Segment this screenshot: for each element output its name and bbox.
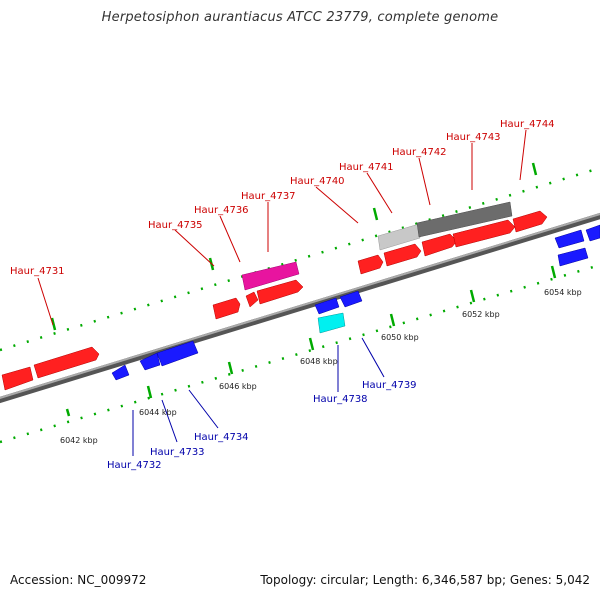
gene-arrow-haur-4733[interactable] <box>139 352 161 371</box>
gene-arrow-haur-4737[interactable] <box>256 279 304 305</box>
gene-arrow[interactable] <box>557 247 589 267</box>
gene-arrow-haur-4742[interactable] <box>421 233 458 257</box>
gene-label[interactable]: Haur_4737 <box>241 191 296 202</box>
gene-label[interactable]: Haur_4741 <box>339 162 394 173</box>
gene-arrow[interactable] <box>554 229 585 249</box>
tick-mark-lower <box>65 408 71 417</box>
gene-arrow-haur-4738[interactable] <box>317 312 346 334</box>
track-tick-marks <box>50 162 557 417</box>
tick-mark-lower <box>389 313 396 327</box>
tick-label: 6048 kbp <box>300 357 338 366</box>
reverse-label-connectors <box>132 337 385 456</box>
tick-label: 6046 kbp <box>219 382 257 391</box>
gene-arrow-pink[interactable] <box>241 261 300 291</box>
gene-label[interactable]: Haur_4735 <box>148 220 203 231</box>
gene-arrow[interactable] <box>33 346 100 379</box>
tick-label: 6052 kbp <box>462 310 500 319</box>
forward-label-connectors <box>37 129 527 326</box>
forward-dotted-track <box>0 166 600 352</box>
gene-arrow-haur-4734[interactable] <box>156 340 199 367</box>
gene-arrow-grey-dark[interactable] <box>416 201 513 238</box>
tick-label: 6044 kbp <box>139 408 177 417</box>
page-title: Herpetosiphon aurantiacus ATCC 23779, co… <box>101 10 499 25</box>
gene-label[interactable]: Haur_4742 <box>392 147 447 158</box>
scale-tick-labels: 6042 kbp 6044 kbp 6046 kbp 6048 kbp 6050… <box>60 288 582 445</box>
accession-text: Accession: NC_009972 <box>10 573 147 587</box>
gene-arrow-grey-light[interactable] <box>377 223 421 251</box>
genome-summary-text: Topology: circular; Length: 6,346,587 bp… <box>260 573 590 587</box>
gene-label[interactable]: Haur_4736 <box>194 205 249 216</box>
gene-label[interactable]: Haur_4738 <box>313 394 368 405</box>
tick-mark-lower <box>146 385 153 399</box>
tick-mark-upper <box>372 207 379 221</box>
gene-label[interactable]: Haur_4739 <box>362 380 417 391</box>
gene-arrow[interactable] <box>585 224 600 242</box>
tick-mark-upper <box>50 317 57 331</box>
gene-label[interactable]: Haur_4731 <box>10 266 65 277</box>
forward-gene-arrows <box>1 210 548 391</box>
gene-arrow-haur-4731[interactable] <box>1 366 34 391</box>
tick-label: 6042 kbp <box>60 436 98 445</box>
gene-label[interactable]: Haur_4732 <box>107 460 162 471</box>
forward-gene-labels: Haur_4731 Haur_4735 Haur_4736 Haur_4737 … <box>10 119 555 277</box>
reverse-gene-labels: Haur_4732 Haur_4733 Haur_4734 Haur_4738 … <box>107 380 417 471</box>
reverse-gene-arrows <box>111 224 600 381</box>
gene-label[interactable]: Haur_4733 <box>150 447 205 458</box>
tick-mark-upper <box>531 162 538 176</box>
gene-label[interactable]: Haur_4743 <box>446 132 501 143</box>
gene-arrow-haur-4744[interactable] <box>512 210 548 233</box>
gene-arrow-haur-4741[interactable] <box>383 243 422 267</box>
gene-label[interactable]: Haur_4744 <box>500 119 555 130</box>
gene-arrow-haur-4740[interactable] <box>357 254 384 275</box>
gene-arrow-haur-4743[interactable] <box>452 219 516 248</box>
tick-mark-lower <box>469 289 476 303</box>
tick-mark-lower <box>308 337 315 351</box>
gene-label[interactable]: Haur_4734 <box>194 432 249 443</box>
tick-label: 6050 kbp <box>381 333 419 342</box>
tick-label: 6054 kbp <box>544 288 582 297</box>
tick-mark-lower <box>227 361 234 375</box>
gene-arrow-haur-4732[interactable] <box>111 364 130 381</box>
genome-backbone <box>0 212 600 404</box>
gene-arrow[interactable] <box>314 297 340 315</box>
gene-label[interactable]: Haur_4740 <box>290 176 345 187</box>
gene-arrow-haur-4735[interactable] <box>212 297 241 320</box>
gene-arrow-haur-4739[interactable] <box>339 290 363 308</box>
tick-mark-lower <box>550 265 557 279</box>
gene-arrow-haur-4736[interactable] <box>245 291 259 308</box>
